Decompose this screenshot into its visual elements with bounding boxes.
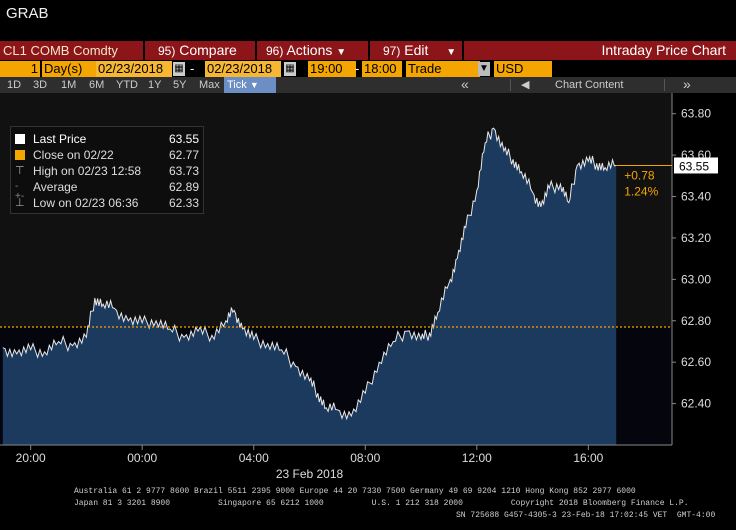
- chevron-down-icon: ▼: [336, 47, 347, 58]
- range-button-1y[interactable]: 1Y: [148, 79, 162, 91]
- collapse-left-icon[interactable]: «: [461, 76, 469, 92]
- range-button-1d[interactable]: 1D: [7, 79, 22, 91]
- parameter-bar: 1 Day(s) 02/23/2018 ▦ - 02/23/2018 ▦ 19:…: [0, 61, 736, 78]
- legend-value: 62.89: [168, 180, 199, 194]
- y-tick-label: 62.60: [681, 355, 711, 369]
- legend-last-price: Last Price 63.55: [11, 131, 203, 147]
- end-date-field[interactable]: 02/23/2018: [205, 61, 281, 77]
- x-tick-label: 00:00: [127, 451, 157, 465]
- time-range-dash: -: [355, 61, 360, 76]
- chart-legend[interactable]: Last Price 63.55 Close on 02/22 62.77 ⊤ …: [10, 126, 204, 214]
- start-date-field[interactable]: 02/23/2018: [96, 61, 172, 77]
- legend-label: Average: [33, 180, 78, 194]
- currency-field[interactable]: USD: [494, 61, 552, 77]
- legend-swatch: [15, 150, 25, 160]
- y-tick-label: 62.40: [681, 397, 711, 411]
- security-ticker[interactable]: CL1 COMB Comdty: [0, 41, 145, 60]
- legend-label: High on 02/23 12:58: [33, 164, 142, 178]
- range-button-1m[interactable]: 1M: [61, 79, 77, 91]
- tick-dropdown[interactable]: Tick ▼: [224, 77, 276, 93]
- x-tick-label: 08:00: [350, 451, 380, 465]
- actions-menu-number: 96): [266, 44, 284, 58]
- date-range-dash: -: [190, 61, 195, 76]
- command-bar: CL1 COMB Comdty 95) Compare 96) Actions …: [0, 41, 736, 60]
- legend-value: 62.77: [168, 148, 199, 162]
- average-marker-icon: -+-: [15, 181, 25, 202]
- chart-content-button[interactable]: Chart Content: [555, 79, 624, 91]
- actions-menu-label: Actions: [286, 42, 333, 58]
- compare-menu-label: Compare: [179, 42, 237, 58]
- y-tick-label: 62.80: [681, 314, 711, 328]
- legend-value: 63.55: [168, 132, 199, 146]
- range-button-6m[interactable]: 6M: [89, 79, 105, 91]
- range-button-3d[interactable]: 3D: [33, 79, 48, 91]
- change-percent-label: 1.24%: [624, 184, 658, 198]
- menu-divider: [368, 41, 370, 60]
- chart-toolbar: 1D 3D 1M 6M YTD 1Y 5Y Max Tick ▼ « ◀ Chart Cont…: [0, 77, 736, 93]
- function-title: Intraday Price Chart: [601, 42, 727, 58]
- legend-average: -+- Average 62.89: [11, 179, 203, 202]
- price-area: [2, 128, 617, 445]
- last-price-tag: [674, 157, 718, 174]
- edit-menu[interactable]: 97) Edit ▼: [383, 41, 456, 60]
- period-count-field[interactable]: 1: [0, 61, 40, 77]
- chevron-down-icon: ▼: [249, 80, 259, 90]
- chevron-down-icon[interactable]: ▼: [478, 62, 490, 76]
- change-absolute-label: +0.78: [624, 168, 655, 182]
- start-time-field[interactable]: 19:00: [308, 61, 356, 77]
- legend-value: 62.33: [168, 196, 199, 210]
- legend-close: Close on 02/22 62.77: [11, 147, 203, 163]
- legend-label: Low on 02/23 06:36: [33, 196, 139, 210]
- caret-left-icon[interactable]: ◀: [521, 79, 530, 91]
- compare-menu[interactable]: 95) Compare: [158, 41, 237, 60]
- price-line: [2, 127, 617, 421]
- x-tick-label: 04:00: [239, 451, 269, 465]
- edit-menu-label: Edit: [404, 42, 429, 58]
- x-axis-date-label: 23 Feb 2018: [276, 467, 344, 481]
- tick-dropdown-label: Tick: [227, 79, 247, 91]
- legend-label: Close on 02/22: [33, 148, 114, 162]
- legend-value: 63.73: [168, 164, 199, 178]
- x-tick-label: 12:00: [462, 451, 492, 465]
- toolbar-divider: [510, 79, 511, 91]
- legend-low: ⊥ Low on 02/23 06:36 62.33: [11, 195, 203, 211]
- legend-label: Last Price: [33, 132, 87, 146]
- compare-menu-number: 95): [158, 44, 176, 58]
- y-tick-label: 63.20: [681, 231, 711, 245]
- toolbar-divider: [664, 79, 665, 91]
- calendar-icon[interactable]: ▦: [284, 62, 296, 76]
- end-time-field[interactable]: 18:00: [362, 61, 402, 77]
- footer-session-line: SN 725688 G457-4305-3 23-Feb-18 17:02:45…: [456, 511, 716, 520]
- y-tick-label: 63.80: [681, 107, 711, 121]
- edit-menu-number: 97): [383, 44, 401, 58]
- event-type-field[interactable]: Trade: [406, 61, 480, 77]
- range-button-ytd[interactable]: YTD: [116, 79, 138, 91]
- y-tick-label: 63.40: [681, 190, 711, 204]
- range-button-max[interactable]: Max: [199, 79, 220, 91]
- last-price-tag-label: 63.55: [679, 159, 709, 173]
- low-marker-icon: ⊥: [15, 197, 25, 209]
- legend-swatch: [15, 134, 25, 144]
- legend-high: ⊤ High on 02/23 12:58 63.73: [11, 163, 203, 179]
- period-unit-field[interactable]: Day(s): [42, 61, 96, 77]
- x-tick-label: 16:00: [573, 451, 603, 465]
- chevron-down-icon: ▼: [446, 47, 457, 58]
- menu-divider: [255, 41, 257, 60]
- footer-contacts-line-2: Japan 81 3 3201 8900 Singapore 65 6212 1…: [74, 499, 689, 508]
- range-button-5y[interactable]: 5Y: [173, 79, 187, 91]
- y-tick-label: 63.00: [681, 272, 711, 286]
- calendar-icon[interactable]: ▦: [173, 62, 185, 76]
- actions-menu[interactable]: 96) Actions ▼: [266, 41, 346, 60]
- collapse-right-icon[interactable]: »: [683, 76, 691, 92]
- x-tick-label: 20:00: [16, 451, 46, 465]
- high-marker-icon: ⊤: [15, 165, 25, 177]
- menu-divider: [462, 41, 464, 60]
- window-title: GRAB: [6, 5, 49, 22]
- footer-contacts-line-1: Australia 61 2 9777 8600 Brazil 5511 239…: [74, 487, 636, 496]
